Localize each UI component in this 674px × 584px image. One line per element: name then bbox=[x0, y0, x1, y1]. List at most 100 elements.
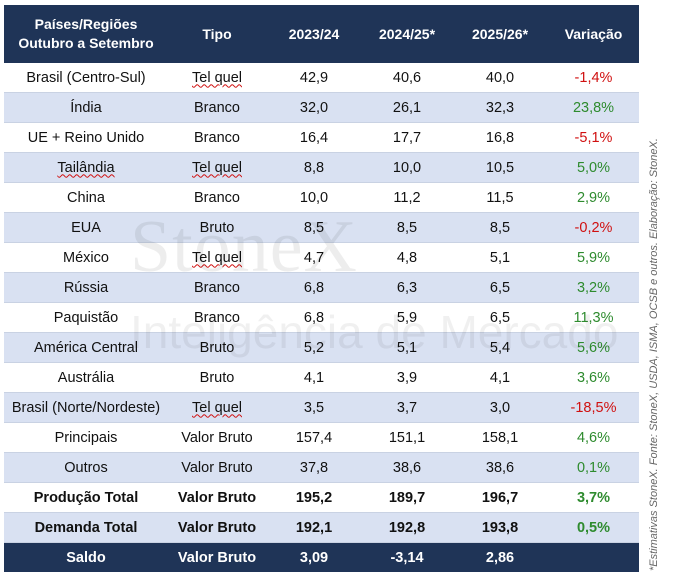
value-2025-26-cell: 32,3 bbox=[452, 92, 548, 123]
variation-cell: 3,6% bbox=[548, 362, 639, 393]
header-regions-line2: Outubro a Setembro bbox=[18, 35, 154, 51]
tipo-cell: Branco bbox=[168, 122, 266, 153]
tipo-cell: Branco bbox=[168, 92, 266, 123]
value-2025-26-cell: 38,6 bbox=[452, 452, 548, 483]
header-2025-26: 2025/26* bbox=[452, 5, 548, 63]
header-regions: Países/Regiões Outubro a Setembro bbox=[4, 5, 168, 63]
value-2023-24-cell: 10,0 bbox=[266, 182, 362, 213]
value-2025-26-cell: 6,5 bbox=[452, 272, 548, 303]
table-row: Rússia Branco 6,8 6,3 6,5 3,2% bbox=[4, 272, 639, 303]
value-2025-26-cell: 158,1 bbox=[452, 422, 548, 453]
variation-cell: 5,0% bbox=[548, 152, 639, 183]
value-2024-25-cell: 5,9 bbox=[362, 302, 452, 333]
variation-cell: 0,5% bbox=[548, 512, 639, 543]
region-cell: Índia bbox=[4, 92, 168, 123]
region-cell: Outros bbox=[4, 452, 168, 483]
table-row: Paquistão Branco 6,8 5,9 6,5 11,3% bbox=[4, 302, 639, 333]
table-row: Principais Valor Bruto 157,4 151,1 158,1 4,6% bbox=[4, 422, 639, 453]
value-2024-25-cell: 26,1 bbox=[362, 92, 452, 123]
value-2025-26-cell: 4,1 bbox=[452, 362, 548, 393]
tipo-cell: Tel quel bbox=[168, 152, 266, 183]
table-row: Demanda Total Valor Bruto 192,1 192,8 193,8 0… bbox=[4, 512, 639, 543]
variation-cell: 2,9% bbox=[548, 182, 639, 213]
variation-cell: 5,6% bbox=[548, 332, 639, 363]
value-2025-26-cell: 11,5 bbox=[452, 182, 548, 213]
value-2023-24-cell: 195,2 bbox=[266, 482, 362, 513]
variation-cell: -0,2% bbox=[548, 212, 639, 243]
tipo-cell: Branco bbox=[168, 302, 266, 333]
value-2023-24-cell: 16,4 bbox=[266, 122, 362, 153]
sugar-production-table: Países/Regiões Outubro a Setembro Tipo 2… bbox=[4, 5, 639, 572]
tipo-cell: Tel quel bbox=[168, 63, 266, 93]
region-cell: Brasil (Norte/Nordeste) bbox=[4, 392, 168, 423]
table-row: EUA Bruto 8,5 8,5 8,5 -0,2% bbox=[4, 212, 639, 243]
value-2023-24-cell: 42,9 bbox=[266, 63, 362, 93]
tipo-cell-text: Tel quel bbox=[192, 249, 242, 266]
value-2025-26-cell: 8,5 bbox=[452, 212, 548, 243]
value-2025-26-cell: 10,5 bbox=[452, 152, 548, 183]
value-2023-24-cell: 6,8 bbox=[266, 272, 362, 303]
production-table-container: Países/Regiões Outubro a Setembro Tipo 2… bbox=[4, 5, 639, 572]
header-2023-24: 2023/24 bbox=[266, 5, 362, 63]
value-2025-26-cell: 6,5 bbox=[452, 302, 548, 333]
table-row: Índia Branco 32,0 26,1 32,3 23,8% bbox=[4, 92, 639, 123]
value-2024-25-cell: 6,3 bbox=[362, 272, 452, 303]
value-2023-24-cell: 4,7 bbox=[266, 242, 362, 273]
value-2024-25-cell: 38,6 bbox=[362, 452, 452, 483]
value-2023-24-cell: 32,0 bbox=[266, 92, 362, 123]
table-row: México Tel quel 4,7 4,8 5,1 5,9% bbox=[4, 242, 639, 273]
value-2025-26-cell: 2,86 bbox=[452, 542, 548, 572]
value-2023-24-cell: 5,2 bbox=[266, 332, 362, 363]
table-row: Produção Total Valor Bruto 195,2 189,7 196,7… bbox=[4, 482, 639, 513]
value-2023-24-cell: 192,1 bbox=[266, 512, 362, 543]
value-2025-26-cell: 3,0 bbox=[452, 392, 548, 423]
value-2024-25-cell: 192,8 bbox=[362, 512, 452, 543]
table-row: Brasil (Centro-Sul) Tel quel 42,9 40,6 40,0-… bbox=[4, 63, 639, 93]
table-row: UE + Reino Unido Branco 16,4 17,7 16,8 -5,1% bbox=[4, 122, 639, 153]
tipo-cell: Bruto bbox=[168, 212, 266, 243]
value-2023-24-cell: 6,8 bbox=[266, 302, 362, 333]
region-cell: Produção Total bbox=[4, 482, 168, 513]
value-2024-25-cell: 3,7 bbox=[362, 392, 452, 423]
tipo-cell: Tel quel bbox=[168, 392, 266, 423]
value-2024-25-cell: 40,6 bbox=[362, 63, 452, 93]
table-row: Austrália Bruto 4,1 3,9 4,1 3,6% bbox=[4, 362, 639, 393]
header-variacao: Variação bbox=[548, 5, 639, 63]
tipo-cell: Bruto bbox=[168, 362, 266, 393]
value-2024-25-cell: 8,5 bbox=[362, 212, 452, 243]
variation-cell: 4,6% bbox=[548, 422, 639, 453]
header-row: Países/Regiões Outubro a Setembro Tipo 2… bbox=[4, 5, 639, 63]
value-2025-26-cell: 193,8 bbox=[452, 512, 548, 543]
tipo-cell: Tel quel bbox=[168, 242, 266, 273]
value-2024-25-cell: 189,7 bbox=[362, 482, 452, 513]
value-2025-26-cell: 196,7 bbox=[452, 482, 548, 513]
variation-cell: 5,9% bbox=[548, 242, 639, 273]
region-cell: Demanda Total bbox=[4, 512, 168, 543]
value-2024-25-cell: 17,7 bbox=[362, 122, 452, 153]
region-cell: China bbox=[4, 182, 168, 213]
value-2023-24-cell: 8,5 bbox=[266, 212, 362, 243]
value-2025-26-cell: 16,8 bbox=[452, 122, 548, 153]
tipo-cell: Bruto bbox=[168, 332, 266, 363]
tipo-cell: Branco bbox=[168, 272, 266, 303]
value-2023-24-cell: 3,09 bbox=[266, 542, 362, 572]
variation-cell: 23,8% bbox=[548, 92, 639, 123]
header-variacao-label: Variação bbox=[564, 25, 623, 42]
header-tipo: Tipo bbox=[168, 5, 266, 63]
region-cell: UE + Reino Unido bbox=[4, 122, 168, 153]
value-2024-25-cell: 10,0 bbox=[362, 152, 452, 183]
value-2024-25-cell: 3,9 bbox=[362, 362, 452, 393]
tipo-cell: Valor Bruto bbox=[168, 482, 266, 513]
tipo-cell: Valor Bruto bbox=[168, 452, 266, 483]
header-2024-25: 2024/25* bbox=[362, 5, 452, 63]
variation-cell: 3,2% bbox=[548, 272, 639, 303]
table-row: Brasil (Norte/Nordeste) Tel quel 3,5 3,7 3,0… bbox=[4, 392, 639, 423]
value-2023-24-cell: 8,8 bbox=[266, 152, 362, 183]
value-2024-25-cell: 5,1 bbox=[362, 332, 452, 363]
value-2025-26-cell: 5,4 bbox=[452, 332, 548, 363]
table-row: Tailândia Tel quel 8,8 10,0 10,5 5,0% bbox=[4, 152, 639, 183]
variation-cell: 0,1% bbox=[548, 452, 639, 483]
value-2023-24-cell: 3,5 bbox=[266, 392, 362, 423]
value-2024-25-cell: 151,1 bbox=[362, 422, 452, 453]
variation-cell: -18,5% bbox=[548, 392, 639, 423]
